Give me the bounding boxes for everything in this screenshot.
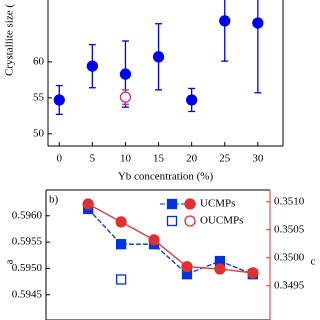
data-point bbox=[115, 274, 127, 285]
y2-tick-label: 0.3500 bbox=[274, 251, 305, 263]
x-tick-label: 30 bbox=[252, 153, 264, 165]
data-point bbox=[181, 261, 193, 273]
data-point bbox=[53, 94, 65, 106]
y-tick-label: 0.5950 bbox=[12, 262, 43, 274]
data-point bbox=[148, 234, 160, 246]
data-point bbox=[152, 51, 165, 63]
x-tick-label: 25 bbox=[219, 153, 231, 165]
x-tick-label: 5 bbox=[90, 153, 96, 165]
y-tick-label: 60 bbox=[33, 55, 45, 67]
data-point bbox=[115, 239, 127, 250]
x-tick-label: 20 bbox=[186, 153, 198, 165]
y-axis-label: a bbox=[4, 259, 16, 264]
panel-label: b) bbox=[49, 194, 59, 206]
y2-tick-label: 0.3505 bbox=[274, 223, 305, 235]
x-tick-label: 15 bbox=[153, 153, 165, 165]
y-axis-label: Crystallite size ( bbox=[4, 4, 16, 76]
data-point bbox=[247, 267, 259, 279]
data-point bbox=[119, 68, 132, 80]
data-point bbox=[82, 198, 94, 210]
y2-tick-label: 0.3510 bbox=[274, 195, 305, 207]
y-tick-label: 50 bbox=[33, 127, 45, 139]
legend-label: OUCMPs bbox=[200, 215, 243, 227]
data-point bbox=[219, 15, 231, 27]
y-tick-label: 0.5960 bbox=[12, 209, 43, 221]
legend-marker bbox=[184, 198, 196, 210]
legend-marker bbox=[166, 198, 178, 210]
y-tick-label: 0.5955 bbox=[12, 236, 43, 248]
y2-tick-label: 0.3495 bbox=[274, 279, 305, 291]
legend-label: UCMPs bbox=[200, 198, 235, 210]
data-point bbox=[185, 94, 198, 106]
y2-axis-label: c bbox=[311, 256, 316, 268]
x-axis-label: Yb concentration (%) bbox=[118, 171, 214, 183]
y-tick-label: 0.5945 bbox=[12, 288, 43, 300]
data-point bbox=[252, 17, 264, 29]
x-tick-label: 10 bbox=[120, 153, 132, 165]
legend-marker bbox=[166, 215, 178, 227]
legend-marker bbox=[184, 215, 196, 227]
y-tick-label: 55 bbox=[33, 91, 45, 103]
data-point bbox=[86, 60, 99, 72]
x-tick-label: 0 bbox=[57, 153, 63, 165]
data-point bbox=[119, 91, 132, 103]
data-point bbox=[214, 263, 226, 275]
data-point bbox=[115, 216, 127, 228]
